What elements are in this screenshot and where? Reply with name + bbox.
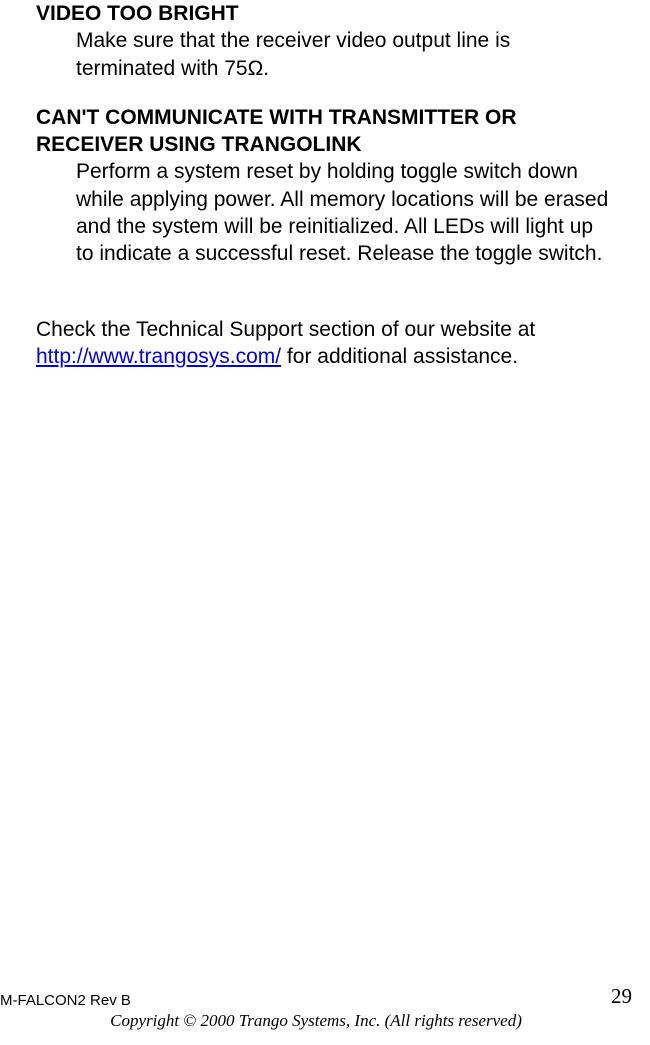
- footer-copyright: Copyright © 2000 Trango Systems, Inc. (A…: [0, 1011, 632, 1031]
- heading-video-too-bright: VIDEO TOO BRIGHT: [36, 0, 614, 27]
- support-link[interactable]: http://www.trangosys.com/: [36, 345, 281, 368]
- page-footer: M-FALCON2 Rev B 29 Copyright © 2000 Tran…: [0, 984, 650, 1031]
- page-number: 29: [611, 984, 632, 1009]
- heading-cant-communicate: CAN'T COMMUNICATE WITH TRANSMITTER OR RE…: [36, 104, 614, 159]
- spacer: [36, 268, 614, 316]
- footer-row: M-FALCON2 Rev B 29: [0, 984, 632, 1009]
- document-page: VIDEO TOO BRIGHT Make sure that the rece…: [0, 0, 650, 1045]
- spacer: [36, 82, 614, 104]
- body-cant-communicate: Perform a system reset by holding toggle…: [76, 158, 614, 267]
- support-pre-text: Check the Technical Support section of o…: [36, 318, 535, 341]
- footer-doc-id: M-FALCON2 Rev B: [0, 992, 131, 1009]
- support-paragraph: Check the Technical Support section of o…: [36, 316, 614, 371]
- support-post-text: for additional assistance.: [281, 345, 518, 368]
- body-video-too-bright: Make sure that the receiver video output…: [76, 27, 614, 82]
